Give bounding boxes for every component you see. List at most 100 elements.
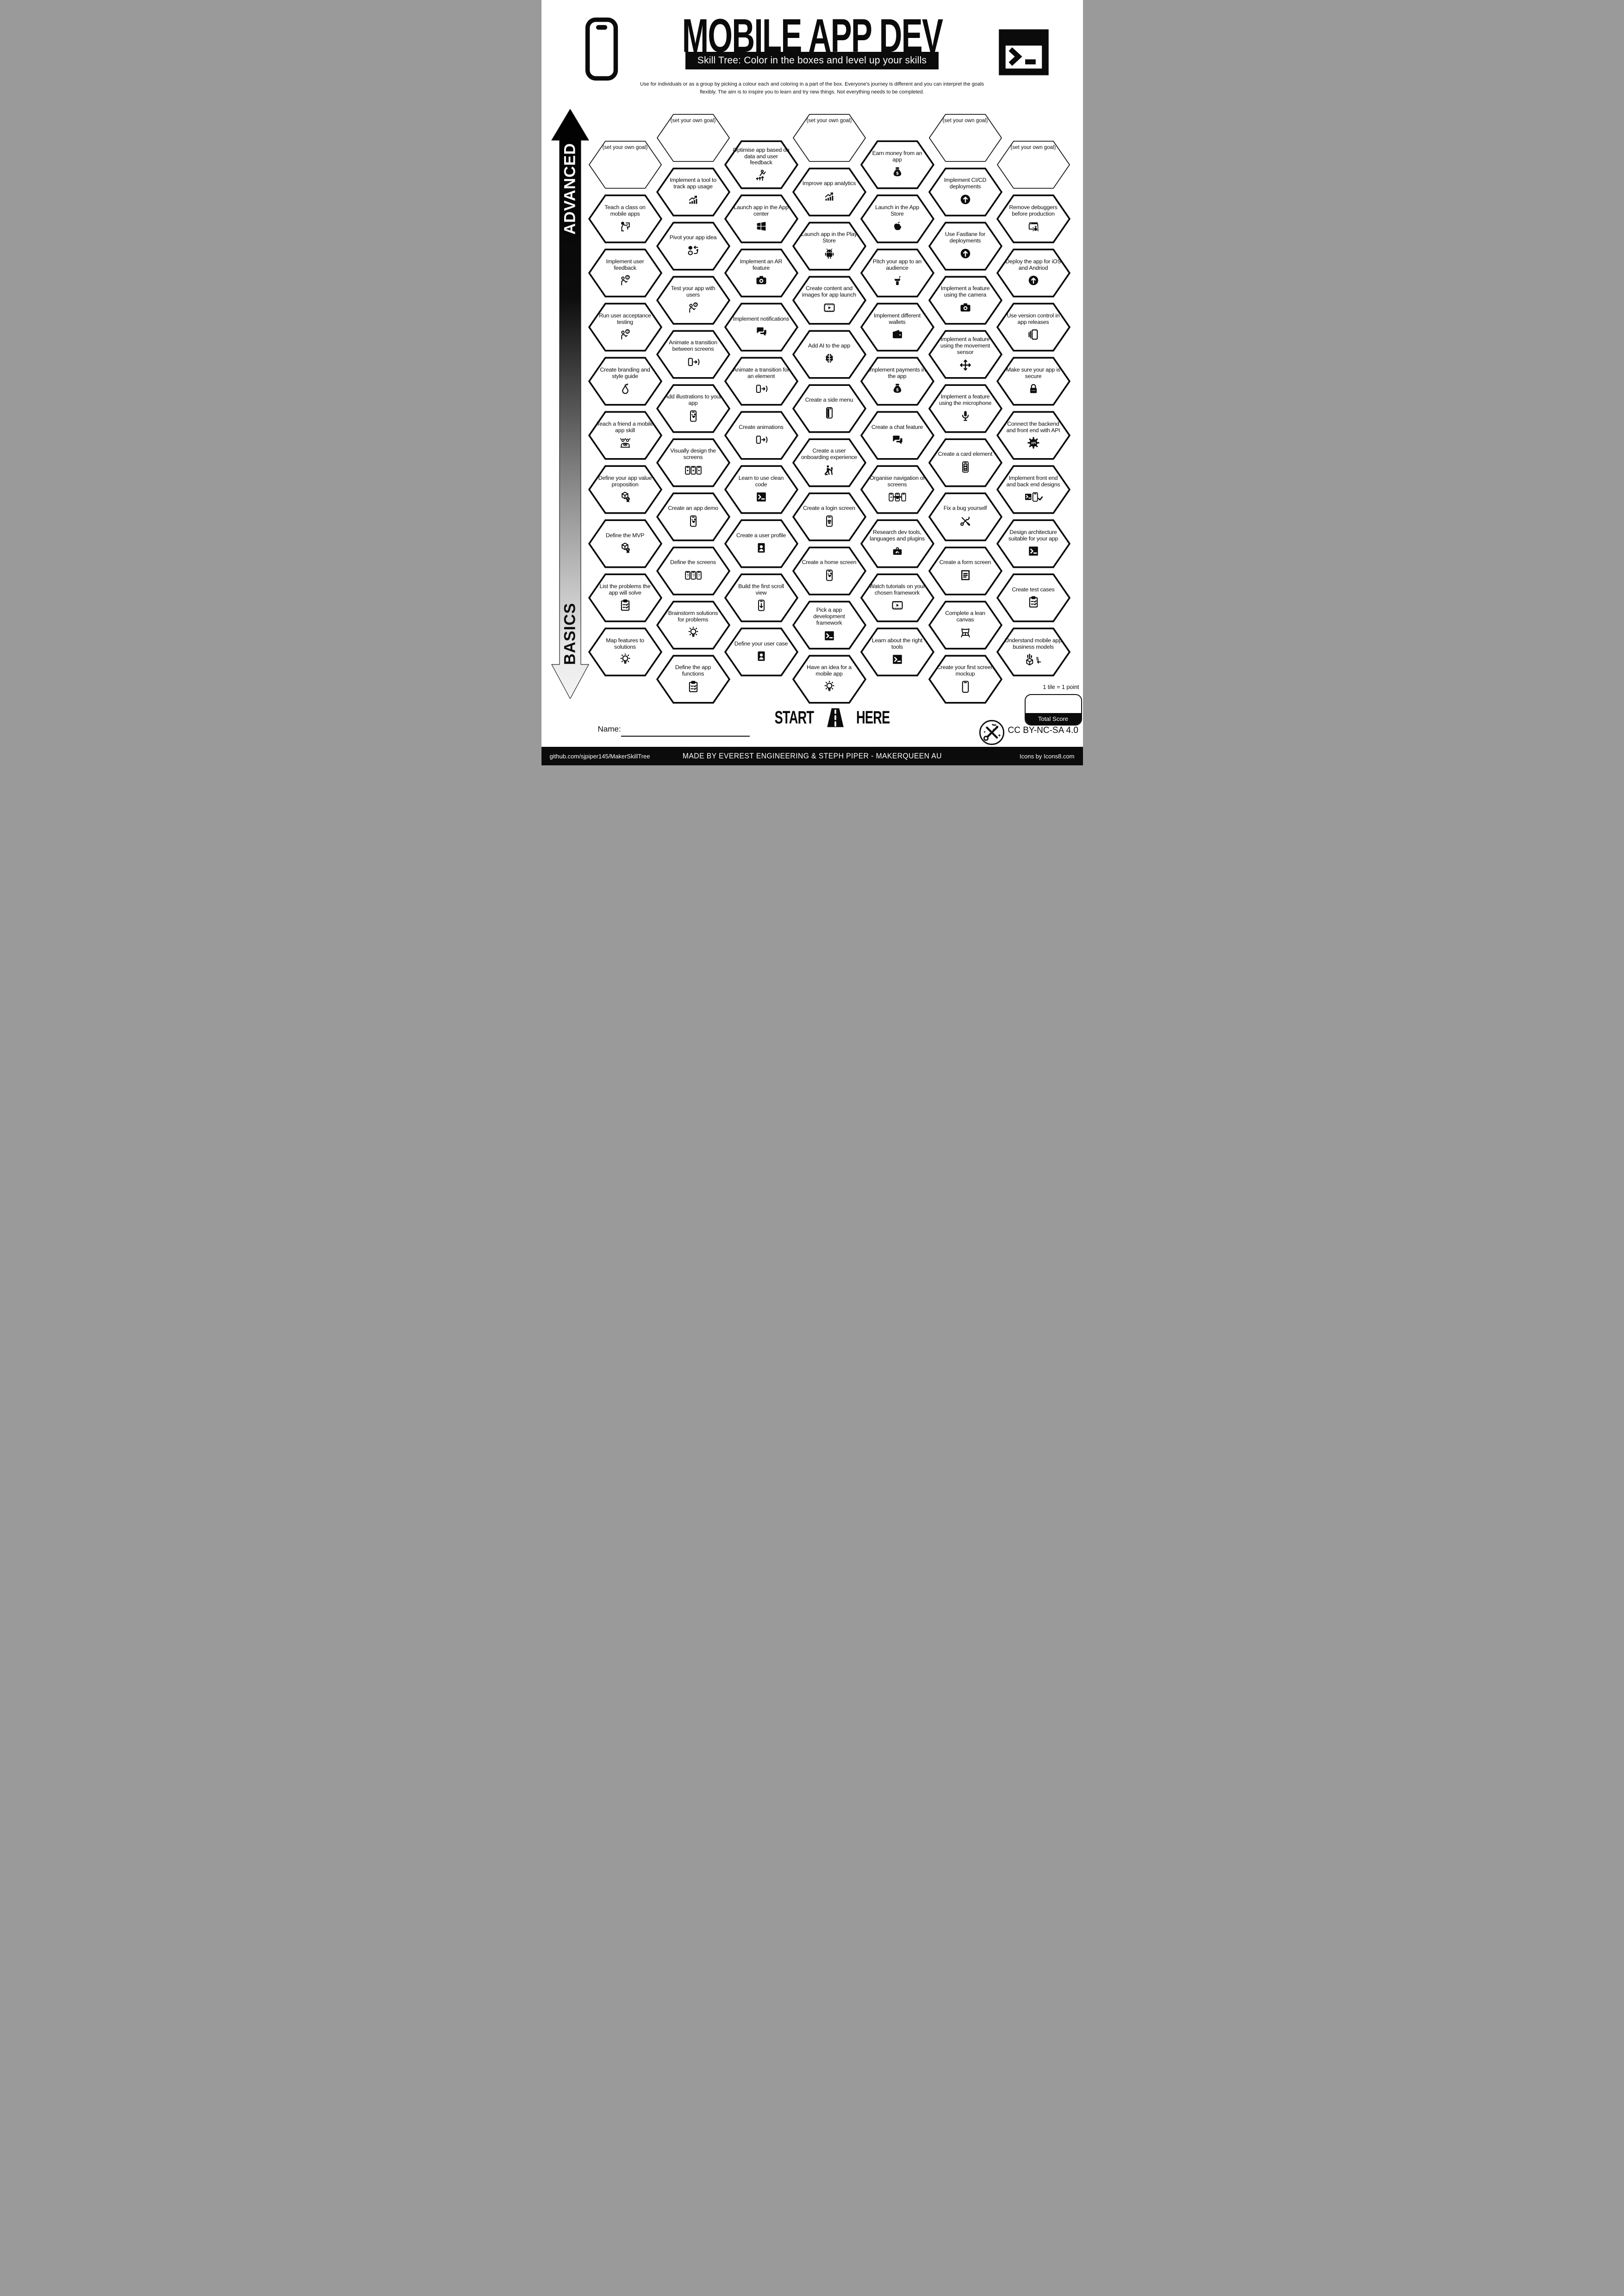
person-question-icon [686, 301, 700, 315]
hexagon-outline [860, 627, 934, 676]
hex-label: Create a user profile [736, 532, 786, 539]
hexagon-outline [928, 221, 1002, 271]
skill-hex-tile: Add AI to the app [792, 329, 866, 379]
person-levelup-icon [754, 168, 768, 182]
hex-label: Optimise app based on data and user feed… [733, 146, 790, 166]
skill-hex-tile: Design architecture suitable for your ap… [996, 519, 1070, 568]
tools-crossed-icon [958, 514, 972, 528]
terminal-window-icon [890, 652, 904, 666]
move-arrows-icon [958, 358, 972, 372]
hex-label: Create a card element [938, 451, 993, 458]
skill-hex-tile: Create a login screen [792, 492, 866, 541]
hexagon-outline [588, 303, 662, 352]
skill-hex-tile: Run user acceptance testing [588, 303, 662, 352]
podium-icon [890, 273, 904, 287]
terminal-window-icon [754, 490, 768, 504]
chat-filled-icon [890, 433, 904, 447]
hexagon-outline [996, 411, 1070, 460]
hexagon-outline [860, 357, 934, 406]
hex-label: Visually design the screens [670, 447, 716, 460]
hex-label: Create content and images for app launch [802, 285, 856, 298]
phone-hearts-icon [686, 514, 700, 528]
skill-hex-tile: List the problems the app will solve [588, 573, 662, 622]
hex-label: Create a login screen [803, 505, 855, 512]
camera-icon [754, 273, 768, 287]
hex-label: Implement CI/CD deployments [944, 177, 987, 190]
phone-menu-icon [822, 406, 836, 420]
subtitle-text: Skill Tree: Color in the boxes and level… [685, 52, 939, 69]
person-question-icon [618, 273, 632, 287]
hexagon-outline [928, 654, 1002, 704]
hex-label: Define your user case [734, 640, 788, 647]
hexagon-outline [656, 546, 730, 596]
skill-hex-tile: Create an app demo [656, 492, 730, 541]
hex-label: Create a form screen [939, 559, 991, 566]
skill-hex-tile: Create a form screen [928, 546, 1002, 596]
start-here-marker: START HERE [758, 704, 906, 731]
hex-label: Connect the backend and front end with A… [1006, 420, 1060, 434]
skill-hex-tile: Animate a transition between screens [656, 329, 730, 379]
circle-arrow-up-icon [1027, 273, 1040, 287]
window-bug-icon [1027, 219, 1040, 233]
here-word: HERE [856, 707, 890, 728]
hexagon-outline [928, 329, 1002, 379]
hexagon-outline [588, 411, 662, 460]
phone-transition-icon [754, 433, 768, 447]
skill-hex-tile: Launch app in the Play Store [792, 221, 866, 271]
total-score-box[interactable]: Total Score [1024, 694, 1082, 726]
skill-hex-tile: Use version control in app releases [996, 303, 1070, 352]
hex-label: Pitch your app to an audience [872, 258, 922, 271]
skill-hex-tile: Pitch your app to an audience [860, 248, 934, 298]
hexagon-outline [792, 492, 866, 541]
video-frame-icon [890, 598, 904, 612]
hexagon-outline [724, 357, 798, 406]
cc-license-text: CC BY-NC-SA 4.0 [1008, 726, 1078, 735]
hexagon-outline [588, 627, 662, 676]
hexagon-outline [656, 167, 730, 217]
name-input-line[interactable] [621, 736, 750, 737]
goal-label: (set your own goal) [942, 118, 988, 124]
hex-label: Define the MVP [605, 532, 645, 539]
skill-hex-tile: Pivot your app idea [656, 221, 730, 271]
hexagon-outline [996, 357, 1070, 406]
skill-hex-tile: Implement different wallets [860, 303, 934, 352]
money-bag-icon [890, 382, 904, 396]
hexagon-outline [656, 384, 730, 433]
start-word: START [774, 707, 814, 728]
phone-scroll-icon [754, 598, 768, 612]
hexagon-outline [656, 438, 730, 487]
terminal-phone-check-icon [1024, 490, 1043, 504]
clipboard-check-icon [1027, 595, 1040, 609]
person-onboarding-icon [822, 463, 836, 477]
skill-hex-tile: Use Fastlane for deployments [928, 221, 1002, 271]
hexagon-outline [724, 465, 798, 514]
phone-outline-icon [958, 680, 972, 694]
hex-label: List the problems the app will solve [599, 583, 651, 596]
hexagon-outline [792, 600, 866, 650]
skill-hex-tile: Improve app analytics [792, 167, 866, 217]
hexagon-outline [792, 113, 866, 162]
hex-label: Implement an AR feature [740, 258, 783, 271]
person-question-icon [618, 328, 632, 341]
hexagon-outline [928, 600, 1002, 650]
hexagon-outline [860, 519, 934, 568]
pear-icon [618, 382, 632, 396]
hexagon-outline [588, 141, 662, 189]
hexagon-outline [996, 141, 1070, 189]
hexagon-outline [860, 194, 934, 243]
footer-repo-link[interactable]: github.com/sjpiper145/MakerSkillTree [549, 752, 650, 760]
hex-label: Create animations [739, 423, 784, 430]
video-frame-icon [822, 301, 836, 315]
hex-label: Earn money from an app [872, 149, 922, 163]
goal-label: (set your own goal) [1010, 145, 1056, 150]
name-label: Name: [597, 725, 621, 733]
skill-hex-tile: Make sure your app is secure [996, 357, 1070, 406]
hex-label: Animate a transition for an element [733, 366, 790, 379]
brain-icon [822, 352, 836, 366]
phone-stack-icon [1027, 328, 1040, 341]
phones-nav-icon [888, 490, 907, 504]
hex-label: Use Fastlane for deployments [945, 231, 985, 244]
microphone-icon [958, 409, 972, 423]
hexagon-outline [928, 113, 1002, 162]
hex-label: Deploy the app for iOS and Andriod [1005, 258, 1061, 271]
